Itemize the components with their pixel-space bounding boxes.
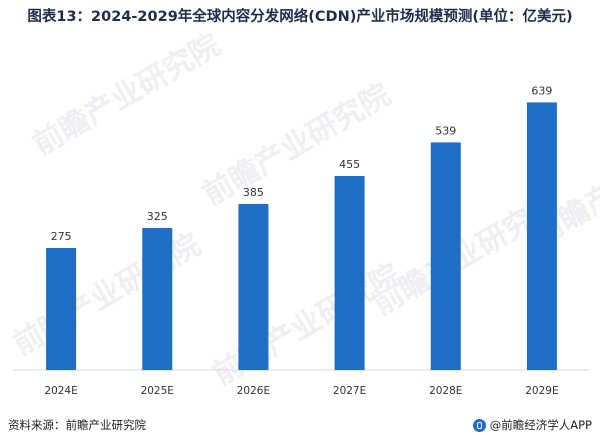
bar-2024E xyxy=(46,248,77,370)
value-label-2029E: 639 xyxy=(531,84,552,97)
category-label-2024E: 2024E xyxy=(44,385,77,397)
value-label-2024E: 275 xyxy=(51,230,72,243)
publisher-label: @前瞻经济学人APP xyxy=(489,418,592,432)
category-label-2026E: 2026E xyxy=(237,385,270,397)
value-label-2028E: 539 xyxy=(435,124,456,137)
category-label-2029E: 2029E xyxy=(525,385,558,397)
value-label-2027E: 455 xyxy=(339,158,360,171)
bar-2026E xyxy=(238,204,269,370)
bar-2027E xyxy=(334,176,365,370)
publisher-credit: @前瞻经济学人APP xyxy=(472,417,592,433)
value-label-2025E: 325 xyxy=(147,210,168,223)
value-label-2026E: 385 xyxy=(243,186,264,199)
bar-2029E xyxy=(526,102,557,371)
bar-2025E xyxy=(142,228,173,370)
chart-title: 图表13：2024-2029年全球内容分发网络(CDN)产业市场规模预测(单位：… xyxy=(27,9,573,25)
category-label-2027E: 2027E xyxy=(333,385,366,397)
category-label-2028E: 2028E xyxy=(429,385,462,397)
source-note: 资料来源：前瞻产业研究院 xyxy=(8,418,146,432)
category-label-2025E: 2025E xyxy=(141,385,174,397)
app-logo-icon xyxy=(472,418,486,432)
bar-2028E xyxy=(430,142,461,370)
